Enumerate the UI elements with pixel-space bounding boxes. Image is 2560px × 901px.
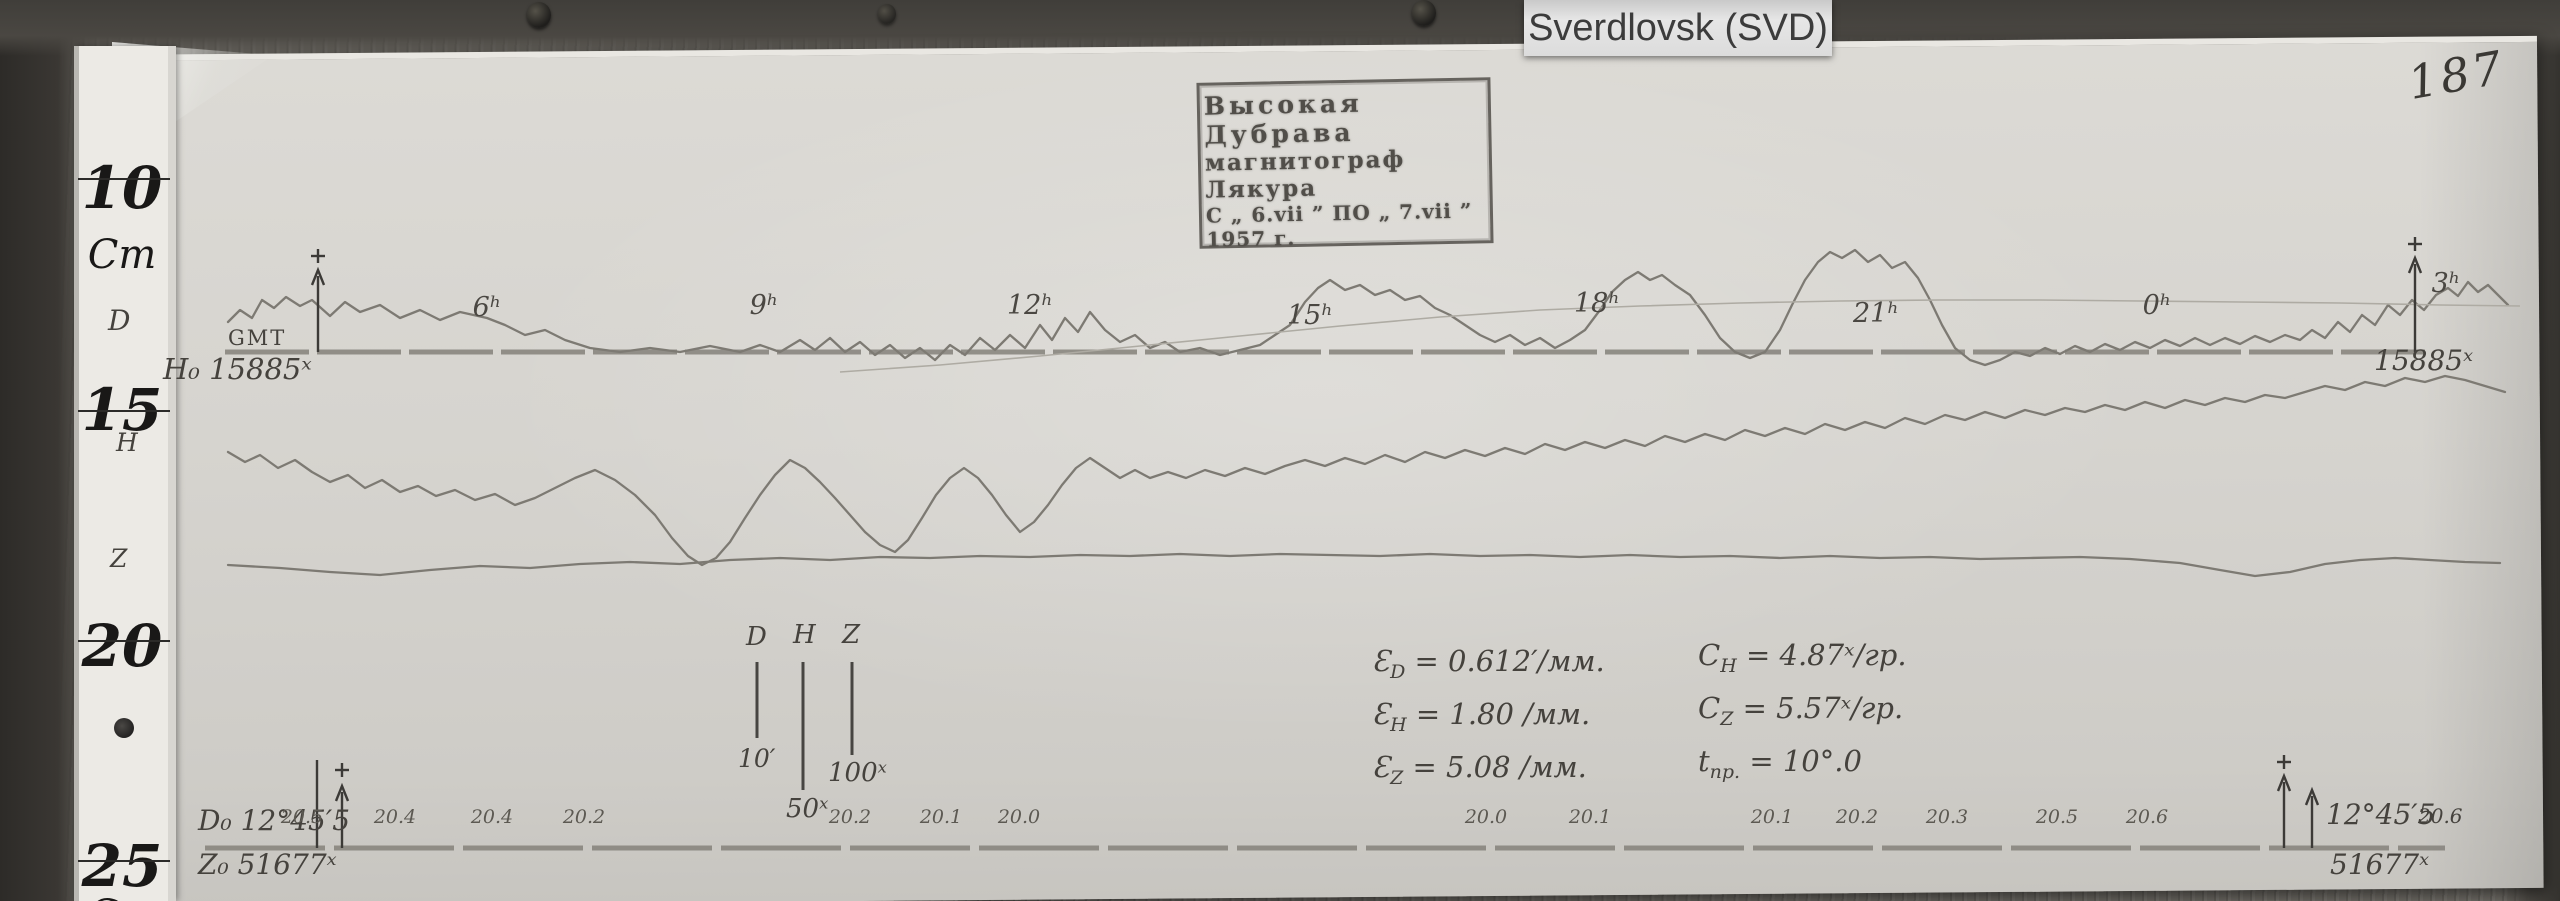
scalebar-d-value: 10′ [738, 744, 776, 773]
delta-z-line: ƐZ = 5.08 /мм. [1372, 749, 1587, 789]
h-baseline-value-right: 15885ˣ [2374, 344, 2474, 377]
temperature-label: 20.2 [828, 806, 872, 828]
c-z-line: CZ = 5.57ˣ/гр. [1698, 690, 1904, 730]
delta-d-line: ƐD = 0.612′/мм. [1372, 644, 1605, 683]
temperature-label: 20.1 [1750, 806, 1794, 828]
centimeter-ruler: 10Cm152025Cm [74, 46, 176, 901]
board-knob [527, 2, 551, 28]
c-h-line: CH = 4.87ˣ/гр. [1698, 638, 1907, 677]
d-baseline-value-right: 12°45′5 [2326, 798, 2436, 831]
temperature-label: 20.1 [919, 806, 963, 828]
scalebar-z-letter: Z [842, 620, 861, 650]
hour-label: 21ʰ [1852, 298, 1900, 329]
station-name: Sverdlovsk (SVD) [1528, 6, 1828, 49]
temperature-label: 20.4 [470, 806, 514, 828]
scalebar-z-value: 100ˣ [828, 758, 887, 788]
d-trace-letter: D [108, 304, 131, 337]
temperature-label: 20.3 [1925, 806, 1969, 828]
hour-label: 9ʰ [749, 290, 779, 321]
arrow-head [2304, 786, 2320, 806]
arrow-head [2407, 254, 2423, 274]
scalebar-d-letter: D [746, 622, 767, 652]
trace-temperature-curve [839, 299, 2521, 373]
d-baseline-value-left: D₀ 12°45′5 [198, 804, 351, 837]
temperature-label: 20.2 [1835, 806, 1879, 828]
hour-label: 3ʰ [2431, 268, 2461, 299]
trace-H [226, 374, 2507, 567]
hour-label: 15ʰ [1286, 300, 1334, 331]
temperature-label: 20.0 [1464, 806, 1508, 828]
trace-Z [226, 552, 2502, 578]
ruler-division-line [78, 640, 170, 642]
h-baseline-value-left: H₀ 15885ˣ [163, 352, 312, 386]
temperature-label: 20.1 [1568, 806, 1612, 828]
ruler-division-line [78, 860, 170, 862]
scalebar-h-letter: H [793, 620, 816, 650]
ruler-mark: 25 [81, 832, 163, 900]
board-knob [878, 4, 896, 24]
gmt-label: GMT [228, 326, 287, 350]
hour-label: 18ʰ [1573, 288, 1621, 319]
h-trace-letter: H [116, 428, 138, 457]
ruler-division-line [78, 410, 170, 412]
temperature-label: 20.0 [997, 806, 1041, 828]
scale-coefficients: ƐD = 0.612′/мм. ƐH = 1.80 /мм. ƐZ = 5.08… [1372, 640, 1605, 798]
hour-label: 0ʰ [2142, 290, 2172, 321]
hour-label: 12ʰ [1006, 290, 1054, 321]
ruler-mark: 10 [81, 154, 163, 222]
arrow-head [334, 782, 350, 802]
scalebar-h-value: 50ˣ [786, 794, 829, 824]
temperature-label: 20.2 [562, 806, 606, 828]
station-label-card: Sverdlovsk (SVD) [1524, 0, 1832, 56]
ruler-mark: Cm [74, 892, 170, 901]
ruler-division-line [78, 178, 170, 180]
t-pr-line: tпр. = 10°.0 [1698, 743, 1862, 783]
ruler-mark: 20 [81, 612, 163, 680]
temperature-coefficients: CH = 4.87ˣ/гр. CZ = 5.57ˣ/гр. tпр. = 10°… [1698, 634, 1907, 792]
temperature-label: 20.5 [2035, 806, 2079, 828]
board-knob [1412, 0, 1436, 26]
temperature-label: 20.6 [2125, 806, 2169, 828]
arrow-head [310, 266, 326, 286]
z-baseline-value-left: Z₀ 51677ˣ [198, 848, 337, 881]
temperature-label: 20.5 [280, 806, 324, 828]
arrow-head [2276, 772, 2292, 792]
ruler-hole [114, 718, 134, 738]
temperature-label: 20.4 [373, 806, 417, 828]
z-trace-letter: Z [110, 544, 128, 573]
delta-h-line: ƐH = 1.80 /мм. [1372, 696, 1591, 736]
trace-D [226, 248, 2510, 367]
z-baseline-value-right: 51677ˣ [2330, 848, 2430, 881]
hour-label: 6ʰ [472, 292, 502, 323]
ruler-mark: Cm [87, 232, 157, 278]
temperature-value-right: 20.6 [2418, 804, 2463, 828]
